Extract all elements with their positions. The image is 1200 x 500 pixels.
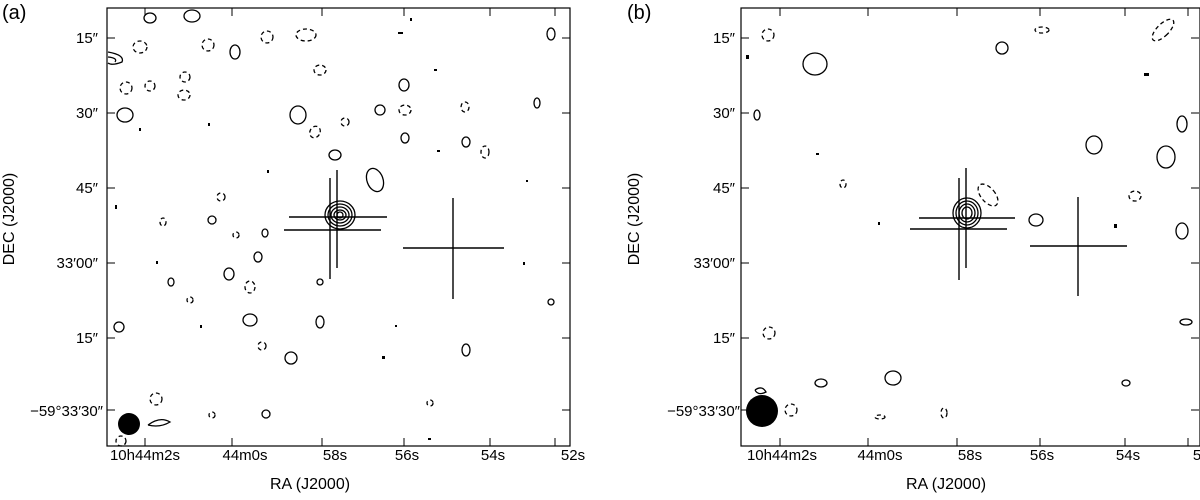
panel-a-solid-contours bbox=[107, 9, 556, 427]
panel-b-frame bbox=[740, 7, 1200, 447]
panel-b-ytick: −59°33′30″ bbox=[667, 403, 740, 420]
panel-a-ytick: 15″ bbox=[76, 330, 98, 347]
panel-a-xtick: 58s bbox=[322, 447, 348, 464]
panel-a-xtick: 44m0s bbox=[222, 447, 268, 464]
panel-a-central-source bbox=[324, 200, 356, 230]
panel-b-xtick: 56s bbox=[1029, 447, 1055, 464]
panel-b-ytick: 15″ bbox=[713, 30, 735, 47]
panel-b-ticks bbox=[741, 8, 1199, 446]
panel-a-dashed-contours bbox=[115, 28, 490, 447]
panel-b-xtick: 44m0s bbox=[857, 447, 903, 464]
panel-a-ytick: 30″ bbox=[76, 105, 98, 122]
panel-b-xlabel: RA (J2000) bbox=[906, 476, 987, 493]
panel-a-xtick: 52s bbox=[560, 447, 586, 464]
panel-a-small-marks bbox=[115, 18, 528, 440]
panel-b-label: (b) bbox=[627, 2, 652, 24]
panel-a-ytick: 15″ bbox=[76, 30, 98, 47]
panel-a-crosses bbox=[284, 170, 504, 299]
panel-b-dashed-contours bbox=[761, 18, 1175, 420]
panel-a-ytick: 45″ bbox=[76, 180, 98, 197]
panel-a-left-ticks bbox=[107, 8, 570, 446]
panel-b-solid-contours bbox=[753, 41, 1193, 395]
panel-b-small-marks bbox=[746, 55, 1149, 228]
panel-a-plot bbox=[106, 7, 571, 447]
panel-b-xtick: 52s bbox=[1192, 447, 1200, 464]
panel-a-beam bbox=[118, 413, 140, 435]
panel-b-xtick: 58s bbox=[957, 447, 983, 464]
panel-b-xtick: 10h44m2s bbox=[746, 447, 818, 464]
panel-a-xtick: 54s bbox=[480, 447, 506, 464]
panel-a-ytick: 33′00″ bbox=[56, 255, 99, 272]
panel-a-frame bbox=[106, 7, 571, 447]
panel-b-plot bbox=[740, 7, 1200, 447]
panel-b-ytick: 45″ bbox=[713, 180, 735, 197]
panel-a-xtick: 56s bbox=[394, 447, 420, 464]
panel-a-xlabel: RA (J2000) bbox=[270, 476, 351, 493]
panel-a-label: (a) bbox=[2, 2, 27, 24]
panel-b-crosses bbox=[910, 168, 1127, 296]
panel-b-central-source bbox=[952, 197, 982, 229]
panel-a-ytick: −59°33′30″ bbox=[30, 403, 103, 420]
panel-b-ytick: 15″ bbox=[713, 330, 735, 347]
panel-b-xtick: 54s bbox=[1115, 447, 1141, 464]
panel-b-ytick: 30″ bbox=[713, 105, 735, 122]
panel-a-xtick: 10h44m2s bbox=[109, 447, 181, 464]
panel-b-beam bbox=[746, 395, 778, 427]
panel-b-ytick: 33′00″ bbox=[693, 255, 736, 272]
